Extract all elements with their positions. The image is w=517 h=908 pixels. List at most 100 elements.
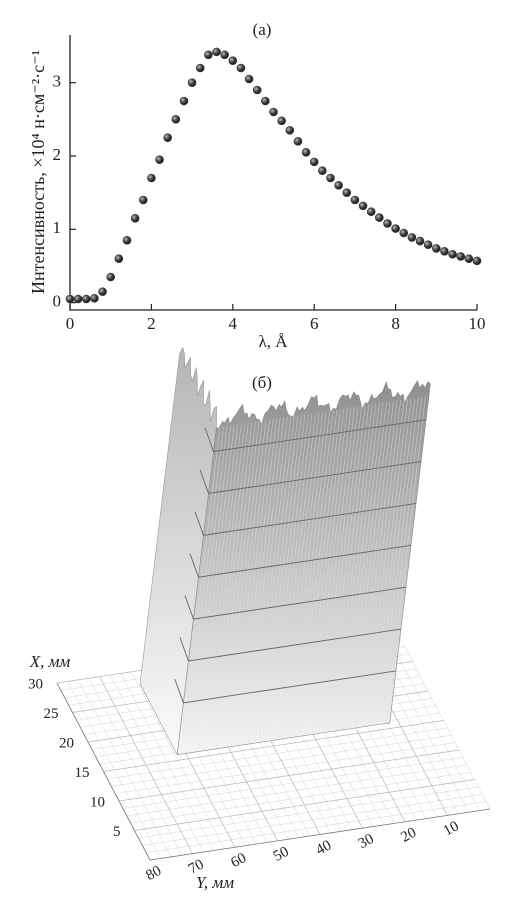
- surface-stripe: [286, 411, 327, 739]
- y-tick-label: 0: [53, 292, 62, 311]
- y-tick-label: 20: [398, 825, 419, 846]
- x-tick-label: 25: [44, 706, 59, 722]
- contour-line: [194, 503, 417, 536]
- data-point: [285, 126, 295, 135]
- x-tick-label: 10: [469, 314, 486, 333]
- data-point: [244, 74, 254, 84]
- y-tick-label: 10: [441, 818, 462, 839]
- surface-stripe: [293, 410, 334, 738]
- data-point: [98, 287, 107, 296]
- surface-stripe: [375, 397, 416, 725]
- surface-stripe: [325, 405, 366, 733]
- data-point: [448, 249, 457, 259]
- surface-stripe: [329, 404, 369, 732]
- x-tick-label: 2: [147, 314, 156, 333]
- x-tick-label: 20: [59, 735, 74, 751]
- surface-stripe: [237, 418, 277, 746]
- data-point: [293, 137, 303, 146]
- data-point: [65, 294, 75, 304]
- data-point: [358, 201, 368, 211]
- surface-stripe: [354, 401, 394, 729]
- data-point: [236, 63, 246, 73]
- data-point: [309, 157, 319, 167]
- surface-stripe: [279, 412, 320, 740]
- surface-stripe: [205, 423, 246, 751]
- data-point: [399, 228, 409, 238]
- data-point: [106, 272, 115, 282]
- data-point: [318, 166, 327, 175]
- data-point: [334, 181, 343, 190]
- data-point: [366, 207, 376, 217]
- surface-stripe: [226, 420, 267, 748]
- y-tick-label: 30: [356, 831, 377, 852]
- surface-stripe: [272, 413, 313, 741]
- contour-line: [199, 461, 422, 494]
- y-tick-label: 3: [53, 72, 62, 91]
- x-tick-label: 30: [28, 676, 43, 692]
- x-tick-label: 5: [113, 824, 121, 840]
- panel-a: (a) λ, Å Интенсивность, ×10⁴ н·см⁻²·с⁻¹ …: [28, 20, 485, 351]
- x-tick-label: 8: [391, 314, 400, 333]
- x-axis-label: X, мм: [29, 652, 71, 671]
- surface-stripe: [350, 401, 391, 729]
- x-tick-label: 10: [90, 794, 105, 810]
- x-tick-label: 0: [66, 314, 75, 333]
- surface-stripe: [336, 403, 377, 731]
- x-axis-label: λ, Å: [258, 332, 288, 351]
- surface-stripe: [368, 398, 408, 727]
- surface-stripe: [194, 425, 235, 753]
- data-point: [155, 155, 164, 164]
- surface-stripe: [361, 400, 401, 728]
- surface-stripe: [201, 423, 242, 752]
- y-tick-label: 60: [228, 850, 249, 871]
- surface-stripe: [230, 419, 270, 747]
- data-point: [326, 173, 335, 183]
- data-point: [456, 252, 466, 261]
- data-point: [147, 173, 156, 183]
- y-axis-label: Интенсивность, ×10⁴ н·см⁻²·с⁻¹: [28, 50, 48, 294]
- y-tick-label: 70: [186, 857, 207, 878]
- data-point: [383, 219, 392, 228]
- y-axis-label: Y, мм: [196, 873, 234, 892]
- surface-stripe: [212, 422, 253, 750]
- contour-line: [204, 419, 427, 453]
- y-tick-label: 80: [143, 863, 164, 884]
- surface-stripe: [304, 408, 345, 736]
- data-point: [407, 233, 417, 242]
- data-point: [375, 213, 384, 222]
- contour-line: [174, 670, 397, 704]
- x-tick-label: 6: [310, 314, 319, 333]
- contour-line: [179, 628, 402, 662]
- data-point: [187, 78, 197, 87]
- surface-stripe: [378, 397, 419, 725]
- data-point: [261, 96, 270, 106]
- data-point: [163, 133, 172, 142]
- data-point: [431, 244, 441, 253]
- surface-stripe: [276, 412, 316, 740]
- surface-stripe: [315, 406, 355, 735]
- y-tick-label: 50: [271, 844, 292, 865]
- surface-stripe: [215, 421, 256, 749]
- y-tick-label: 1: [53, 218, 62, 237]
- data-point: [301, 148, 311, 157]
- surface-stripe: [233, 419, 274, 747]
- chart-title: (б): [252, 373, 272, 392]
- data-point: [342, 188, 352, 197]
- contour-line: [189, 544, 412, 578]
- data-point: [440, 247, 449, 256]
- surface-stripe: [247, 417, 288, 745]
- surface-stripe: [332, 404, 373, 732]
- surface-stripe: [385, 396, 426, 724]
- data-point: [212, 47, 221, 57]
- surface-stripe: [265, 414, 306, 742]
- data-point: [138, 195, 148, 205]
- surface-stripe: [322, 405, 362, 733]
- surface-stripe: [251, 416, 292, 744]
- surface-stripe: [346, 402, 387, 730]
- data-point: [391, 224, 400, 233]
- surface-stripe: [223, 420, 263, 748]
- data-point: [350, 195, 360, 205]
- data-point: [252, 85, 262, 95]
- data-point: [195, 63, 205, 73]
